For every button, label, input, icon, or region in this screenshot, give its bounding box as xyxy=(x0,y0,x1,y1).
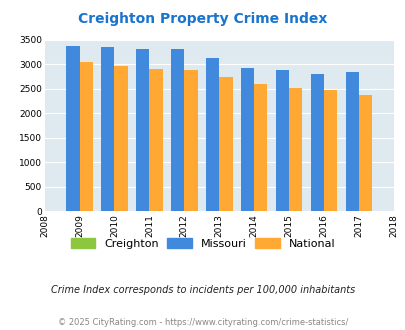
Bar xyxy=(358,94,371,211)
Bar xyxy=(205,58,219,211)
Bar xyxy=(184,71,197,211)
Bar xyxy=(219,77,232,211)
Bar xyxy=(66,46,79,211)
Bar xyxy=(345,72,358,211)
Bar xyxy=(101,47,114,211)
Bar xyxy=(323,90,337,211)
Bar xyxy=(149,69,162,211)
Text: Creighton Property Crime Index: Creighton Property Crime Index xyxy=(78,12,327,25)
Bar xyxy=(240,68,254,211)
Bar xyxy=(136,49,149,211)
Bar xyxy=(79,62,93,211)
Bar xyxy=(171,49,184,211)
Bar xyxy=(275,71,288,211)
Bar xyxy=(310,74,323,211)
Bar xyxy=(114,66,128,211)
Text: © 2025 CityRating.com - https://www.cityrating.com/crime-statistics/: © 2025 CityRating.com - https://www.city… xyxy=(58,318,347,327)
Text: Crime Index corresponds to incidents per 100,000 inhabitants: Crime Index corresponds to incidents per… xyxy=(51,285,354,295)
Legend: Creighton, Missouri, National: Creighton, Missouri, National xyxy=(66,234,339,253)
Bar xyxy=(254,84,267,211)
Bar xyxy=(288,88,302,211)
